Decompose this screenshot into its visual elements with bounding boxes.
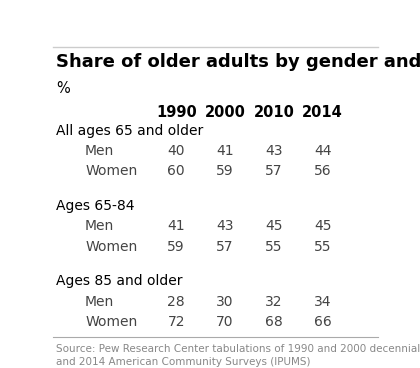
- Text: 55: 55: [265, 240, 283, 254]
- Text: 41: 41: [216, 144, 234, 158]
- Text: 60: 60: [168, 164, 185, 178]
- Text: Women: Women: [85, 164, 137, 178]
- Text: 30: 30: [216, 295, 234, 309]
- Text: 66: 66: [314, 315, 331, 329]
- Text: 57: 57: [216, 240, 234, 254]
- Text: 59: 59: [168, 240, 185, 254]
- Text: 44: 44: [314, 144, 331, 158]
- Text: 56: 56: [314, 164, 331, 178]
- Text: 43: 43: [265, 144, 283, 158]
- Text: 70: 70: [216, 315, 234, 329]
- Text: 68: 68: [265, 315, 283, 329]
- Text: Women: Women: [85, 315, 137, 329]
- Text: 2010: 2010: [253, 105, 294, 120]
- Text: Men: Men: [85, 219, 114, 233]
- Text: 32: 32: [265, 295, 283, 309]
- Text: Men: Men: [85, 295, 114, 309]
- Text: Share of older adults by gender and age: Share of older adults by gender and age: [56, 53, 420, 71]
- Text: 57: 57: [265, 164, 283, 178]
- Text: All ages 65 and older: All ages 65 and older: [56, 124, 203, 138]
- Text: 28: 28: [168, 295, 185, 309]
- Text: 45: 45: [265, 219, 283, 233]
- Text: 55: 55: [314, 240, 331, 254]
- Text: 72: 72: [168, 315, 185, 329]
- Text: 40: 40: [168, 144, 185, 158]
- Text: Men: Men: [85, 144, 114, 158]
- Text: 2014: 2014: [302, 105, 343, 120]
- Text: Women: Women: [85, 240, 137, 254]
- Text: Ages 85 and older: Ages 85 and older: [56, 274, 182, 288]
- Text: 45: 45: [314, 219, 331, 233]
- Text: 2000: 2000: [205, 105, 245, 120]
- Text: %: %: [56, 81, 69, 96]
- Text: 43: 43: [216, 219, 234, 233]
- Text: Source: Pew Research Center tabulations of 1990 and 2000 decennial censuses and : Source: Pew Research Center tabulations …: [56, 344, 420, 367]
- Text: Ages 65-84: Ages 65-84: [56, 199, 134, 213]
- Text: 59: 59: [216, 164, 234, 178]
- Text: 1990: 1990: [156, 105, 197, 120]
- Text: 34: 34: [314, 295, 331, 309]
- Text: 41: 41: [168, 219, 185, 233]
